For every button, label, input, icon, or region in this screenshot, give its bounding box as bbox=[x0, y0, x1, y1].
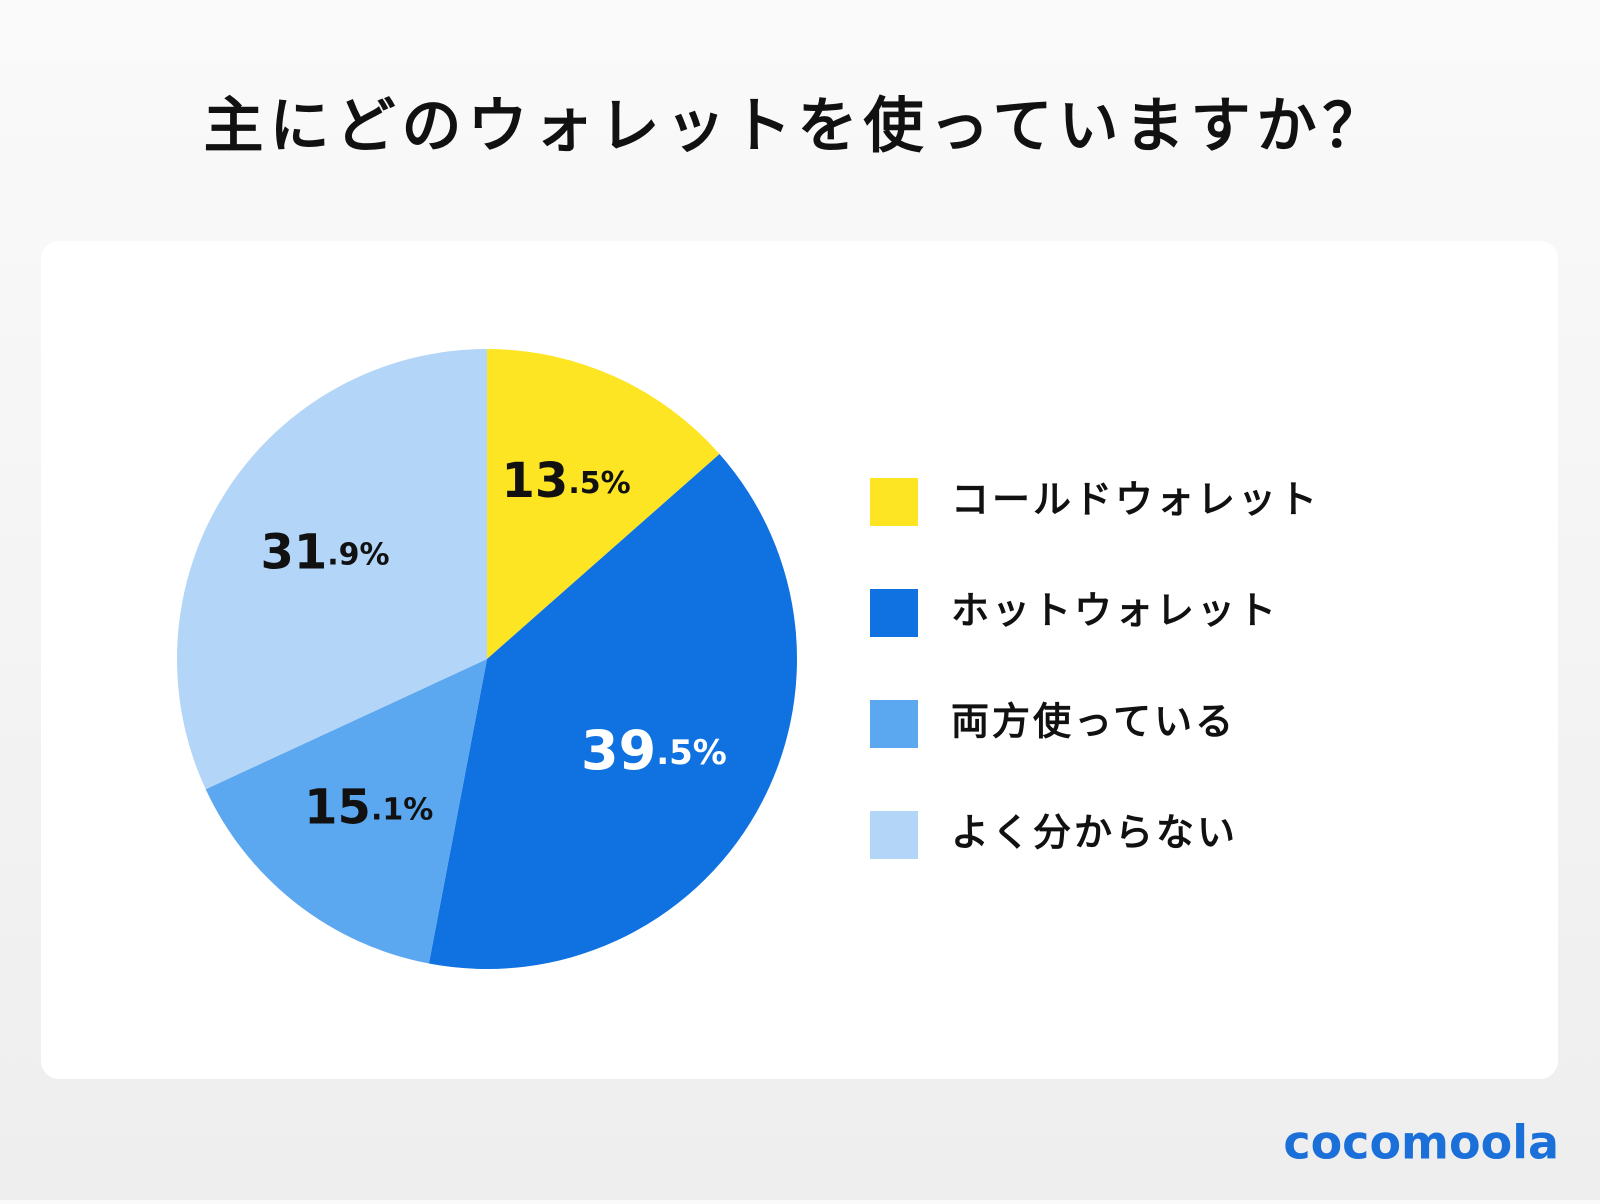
chart-title: 主にどのウォレットを使っていますか？ bbox=[204, 92, 1389, 162]
data-label: 13.5% bbox=[502, 453, 631, 509]
data-label: 31.9% bbox=[260, 525, 389, 581]
data-label-main: 13 bbox=[502, 453, 569, 509]
pie-slice bbox=[487, 349, 720, 659]
legend-swatch bbox=[870, 589, 918, 637]
pie-slice bbox=[177, 349, 488, 790]
data-label-decimal: .9% bbox=[327, 537, 389, 572]
legend-label: ホットウォレット bbox=[951, 589, 1279, 633]
legend-swatch bbox=[870, 811, 918, 859]
brand-logo: cocomoola bbox=[1283, 1116, 1559, 1170]
data-label-main: 15 bbox=[304, 779, 371, 835]
pie-slice bbox=[205, 659, 488, 964]
data-label-main: 39 bbox=[581, 719, 656, 782]
data-label: 15.1% bbox=[304, 779, 433, 835]
data-label: 39.5% bbox=[581, 719, 727, 782]
data-label-main: 31 bbox=[260, 525, 327, 581]
data-label-decimal: .5% bbox=[568, 465, 630, 500]
data-label-decimal: .1% bbox=[371, 792, 433, 827]
data-label-decimal: .5% bbox=[656, 733, 727, 773]
legend-label: 両方使っている bbox=[951, 700, 1236, 744]
pie-slice bbox=[428, 453, 797, 970]
legend-label: コールドウォレット bbox=[951, 478, 1320, 522]
legend-swatch bbox=[870, 700, 918, 748]
legend-label: よく分からない bbox=[951, 811, 1238, 855]
legend-swatch bbox=[870, 478, 918, 526]
